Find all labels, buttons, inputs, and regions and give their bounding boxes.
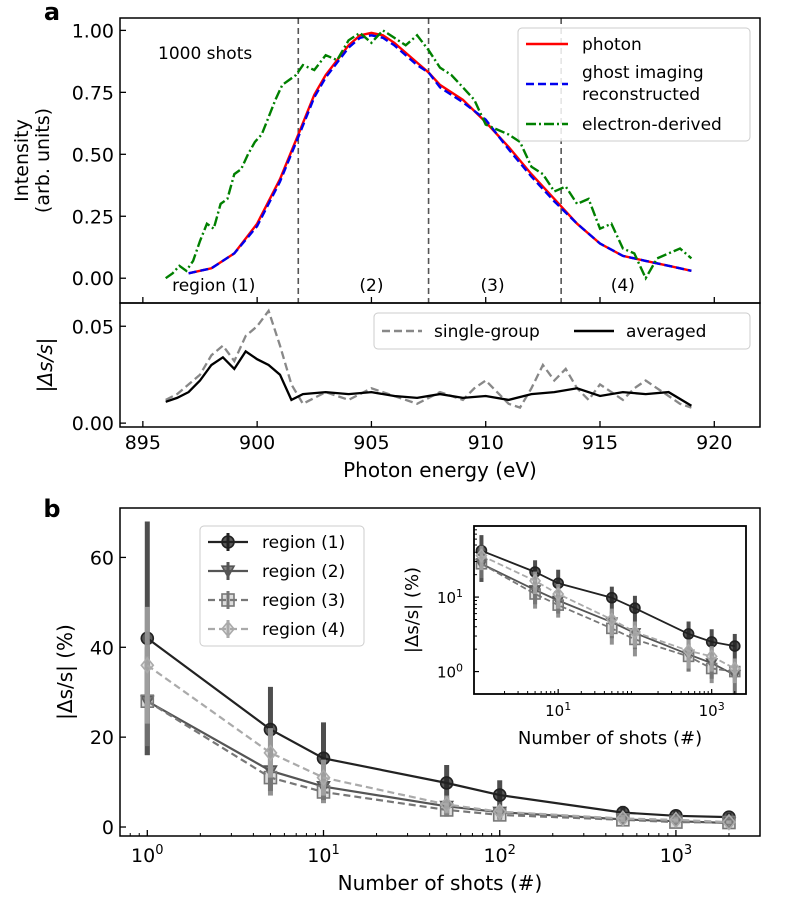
series-line — [146, 700, 730, 825]
data-point — [606, 591, 618, 604]
data-point — [728, 661, 741, 676]
tick-label: 0.50 — [72, 144, 114, 166]
axis-label-y: |Δs/s| (%) — [402, 567, 423, 653]
data-point — [529, 573, 542, 589]
axis-label-y: Intensity(arb. units) — [11, 108, 54, 213]
tick-label: 100 — [131, 843, 163, 867]
axes-frame — [119, 302, 761, 428]
legend-box — [517, 27, 751, 142]
data-point — [316, 769, 331, 787]
legend: single-group averaged — [373, 312, 751, 350]
legend-box — [373, 312, 751, 350]
data-point — [263, 744, 278, 762]
axis-label-x: Number of shots (#) — [338, 871, 543, 895]
data-point — [721, 813, 737, 831]
region-label: (3) — [481, 276, 505, 296]
tick-label: 920 — [696, 432, 732, 454]
data-point — [682, 628, 695, 640]
legend-label: photon — [582, 35, 642, 55]
region-label: (4) — [611, 276, 635, 296]
data-point — [705, 649, 718, 664]
tick-label: 915 — [582, 432, 618, 454]
series-line — [165, 308, 692, 409]
panel-label-b: b — [43, 495, 60, 523]
data-point — [728, 640, 741, 652]
axes-frame — [473, 525, 747, 695]
data-point — [492, 788, 507, 802]
axis-label-y: |Δs/s| — [33, 338, 57, 393]
legend-marker — [220, 620, 236, 638]
tick-label: 103 — [660, 843, 692, 867]
data-point — [140, 656, 155, 674]
tick-label: 101 — [437, 587, 463, 607]
tick-label: 0.00 — [72, 268, 114, 290]
data-point — [629, 602, 641, 614]
tick-label: 103 — [699, 700, 725, 720]
region-label: (2) — [359, 276, 383, 296]
series-line — [480, 563, 735, 673]
legend-label: region (2) — [262, 562, 345, 582]
annotation: 1000 shots — [158, 44, 252, 64]
data-point — [605, 612, 618, 627]
data-point — [439, 796, 454, 813]
region-label: region (1) — [172, 276, 255, 296]
axis-label-x: Number of shots (#) — [518, 728, 702, 749]
data-point — [552, 586, 565, 602]
legend-label: electron-derived — [582, 115, 722, 135]
legend: region (1) region (2) region (3) region (4) — [199, 525, 365, 647]
panel-b-inset: 100 101 101 103 Number of shots (#) |Δs/s| (%… — [402, 525, 747, 749]
data-point — [492, 803, 507, 821]
series-line — [146, 637, 730, 819]
legend-marker — [220, 565, 236, 579]
legend-marker — [221, 593, 235, 607]
tick-label: 101 — [307, 843, 339, 867]
series-line — [146, 664, 730, 824]
data-point — [628, 624, 641, 640]
tick-label: 0.25 — [72, 206, 114, 228]
legend-marker — [221, 535, 235, 549]
tick-label: 101 — [545, 700, 571, 720]
data-point — [682, 643, 695, 659]
panel-b: b 0 20 40 60 100 101 102 103 Number of shots (#) |… — [43, 495, 761, 895]
data-point — [615, 810, 630, 827]
legend-label: ghost imaging — [582, 63, 704, 83]
tick-label: 40 — [90, 637, 114, 659]
tick-label: 102 — [483, 843, 515, 867]
tick-label: 20 — [90, 727, 114, 749]
tick-label: 100 — [437, 662, 463, 682]
data-point — [705, 636, 718, 648]
axes-frame — [119, 507, 761, 837]
data-point — [668, 811, 683, 829]
tick-label: 895 — [125, 432, 161, 454]
legend-box — [199, 525, 365, 647]
tick-label: 0 — [102, 817, 114, 839]
series-line — [165, 28, 693, 281]
tick-label: 0.05 — [72, 316, 114, 338]
axis-label-y: |Δs/s| (%) — [53, 624, 77, 720]
data-point — [439, 776, 454, 790]
legend-label: averaged — [626, 322, 706, 342]
legend-label: single-group — [434, 322, 540, 342]
legend-label: region (1) — [262, 533, 345, 553]
series-line — [165, 349, 692, 407]
panel-a-lower: 0.00 0.05 895 900 905 910 915 920 Photon energy … — [33, 302, 761, 482]
panel-a: a 0.00 0.25 0.50 0.75 1.00 Intensity(arb. unit… — [11, 0, 761, 304]
legend-label: reconstructed — [582, 85, 700, 105]
axis-label-x: Photon energy (eV) — [343, 458, 537, 482]
tick-label: 910 — [468, 432, 504, 454]
tick-label: 905 — [353, 432, 389, 454]
tick-label: 900 — [239, 432, 275, 454]
series-line — [188, 34, 692, 275]
panel-label-a: a — [44, 0, 60, 26]
tick-label: 0.75 — [72, 82, 114, 104]
legend-label: region (4) — [262, 620, 345, 640]
legend-label: region (3) — [262, 591, 345, 611]
tick-label: 0.00 — [72, 413, 114, 435]
series-line — [146, 700, 730, 824]
tick-label: 1.00 — [72, 20, 114, 42]
data-point — [475, 548, 488, 563]
tick-label: 60 — [90, 547, 114, 569]
